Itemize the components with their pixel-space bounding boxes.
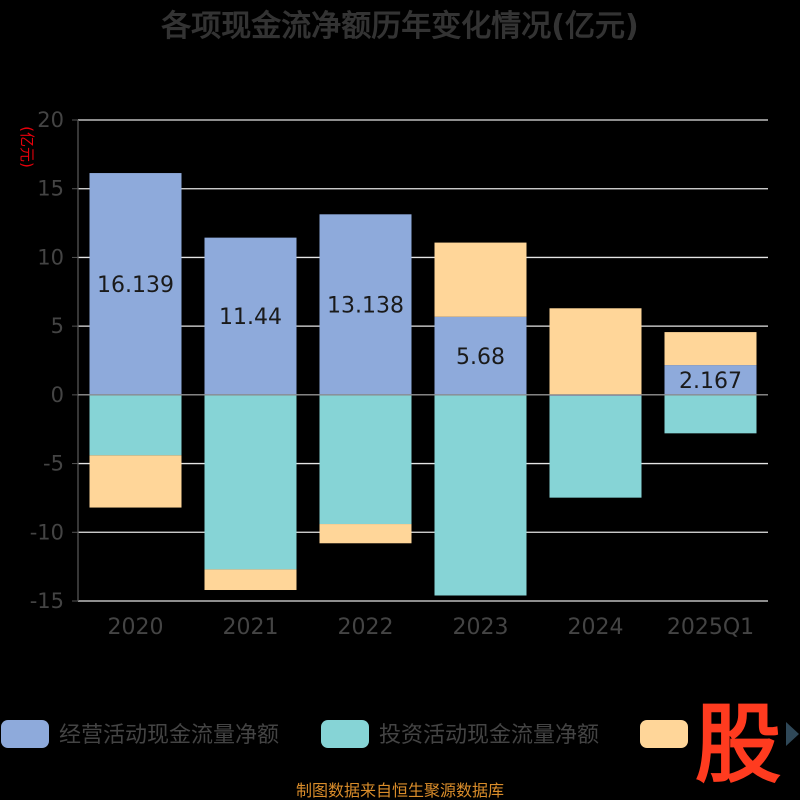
y-tick-label: 5 (51, 314, 64, 338)
bar-series3-2024[interactable] (549, 308, 642, 395)
y-axis-unit-label: (亿元) (18, 126, 36, 168)
x-tick-label: 2020 (108, 615, 164, 640)
bar-series1-2021[interactable] (204, 237, 297, 395)
y-tick-label: -15 (30, 589, 64, 613)
x-tick-label: 2021 (223, 615, 279, 640)
legend-label-2[interactable]: 投资活动现金流量净额 (379, 723, 599, 748)
legend-swatch-3[interactable] (640, 720, 688, 748)
data-label-2020: 16.139 (97, 273, 174, 298)
watermark-logo: 股 (695, 695, 781, 795)
x-tick-label: 2022 (338, 615, 394, 640)
bar-series2-2025Q1[interactable] (664, 394, 757, 434)
y-tick-label: -10 (30, 520, 64, 544)
x-tick-label: 2025Q1 (667, 615, 754, 640)
bar-series3-2025Q1[interactable] (664, 332, 757, 366)
x-tick-label: 2023 (453, 615, 509, 640)
bar-series3-2021[interactable] (204, 569, 297, 591)
legend-swatch-1[interactable] (1, 720, 49, 748)
y-tick-label: 20 (37, 108, 64, 132)
legend-next-arrow-icon[interactable] (786, 722, 799, 746)
bar-series3-2022[interactable] (319, 524, 412, 544)
bar-series2-2021[interactable] (204, 394, 297, 570)
bar-series2-2020[interactable] (89, 394, 182, 456)
legend[interactable]: 经营活动现金流量净额 投资活动现金流量净额 (1, 720, 688, 748)
bar-series1-2020[interactable] (89, 173, 182, 395)
chart-title: 各项现金流净额历年变化情况(亿元) (160, 9, 638, 44)
y-tick-label: 0 (51, 383, 64, 407)
y-tick-label: -5 (43, 452, 64, 476)
y-tick-label: 10 (37, 245, 64, 269)
axis-layer: 20 15 10 5 0 -5 -10 -15 2020 2021 2022 2023 2024 2025… (30, 108, 768, 640)
bar-series1-2025Q1[interactable] (664, 365, 757, 395)
x-tick-label: 2024 (568, 615, 624, 640)
label-layer: 16.139 11.44 13.138 5.68 2.167 (97, 273, 742, 394)
bar-series1-2023[interactable] (434, 316, 527, 395)
bar-series3-2020[interactable] (89, 455, 182, 508)
legend-swatch-2[interactable] (321, 720, 369, 748)
data-label-2021: 11.44 (219, 305, 282, 330)
data-label-2023: 5.68 (456, 345, 505, 370)
data-label-2025Q1: 2.167 (679, 369, 742, 394)
legend-label-1[interactable]: 经营活动现金流量净额 (59, 723, 279, 748)
bar-series2-2023[interactable] (434, 394, 527, 596)
bar-series2-2022[interactable] (319, 394, 412, 525)
y-tick-label: 15 (37, 177, 64, 201)
bar-layer (89, 173, 757, 596)
data-label-2022: 13.138 (327, 294, 404, 319)
bar-series3-2023[interactable] (434, 242, 527, 317)
bar-series1-2022[interactable] (319, 214, 412, 395)
bar-series2-2024[interactable] (549, 395, 642, 498)
source-note: 制图数据来自恒生聚源数据库 (296, 781, 504, 800)
